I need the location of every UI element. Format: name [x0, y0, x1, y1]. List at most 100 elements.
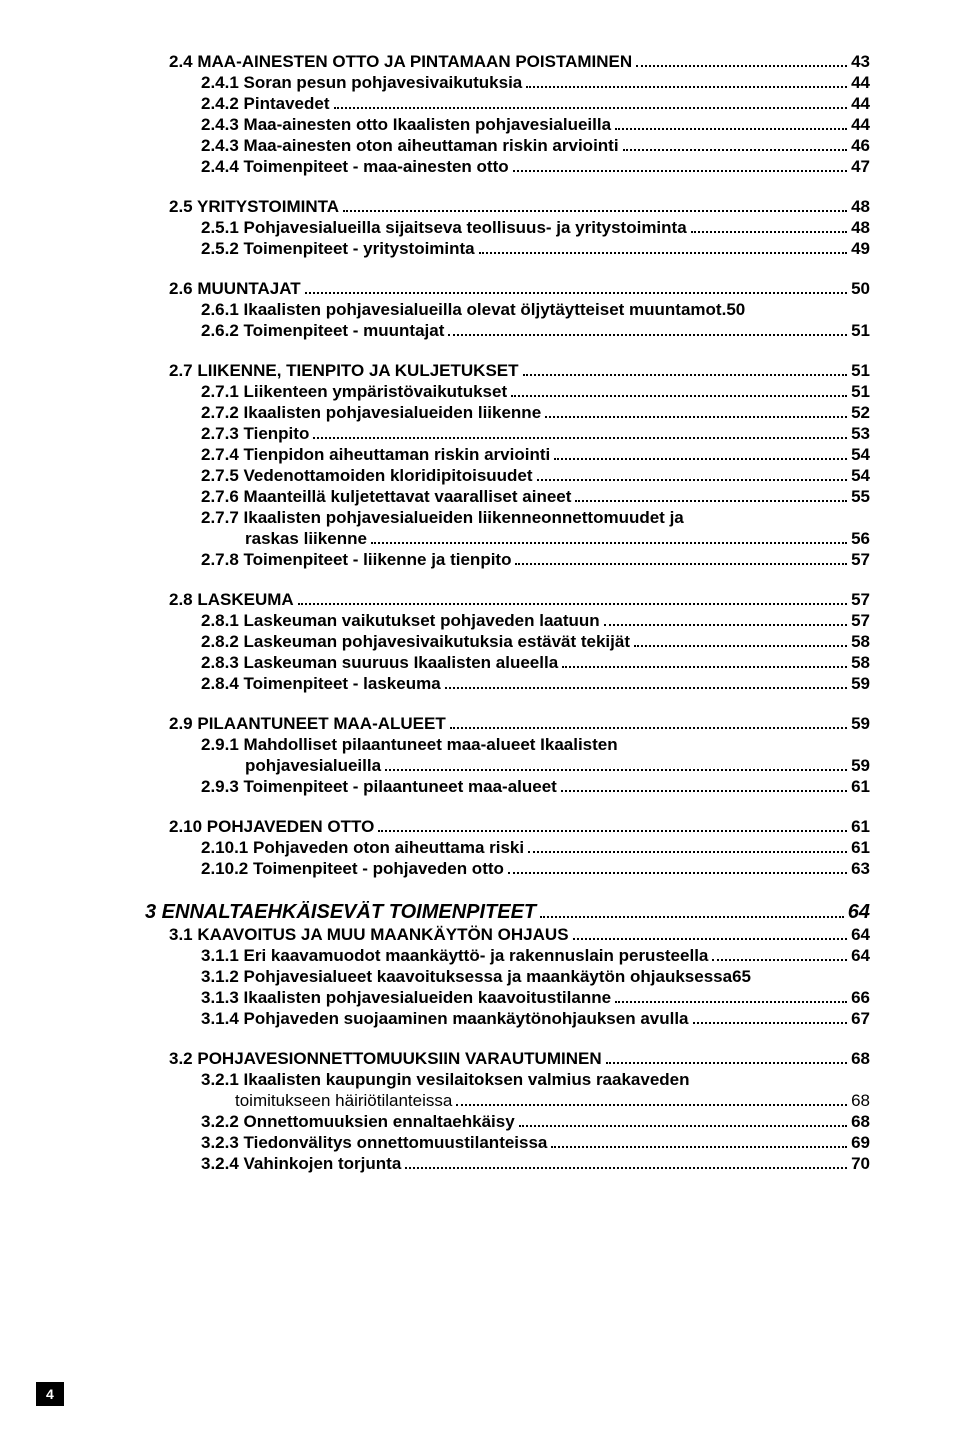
toc-leader-dots [528, 841, 847, 853]
toc-page-number: 53 [851, 424, 870, 444]
toc-label: 2.9 PILAANTUNEET MAA-ALUEET [169, 714, 446, 734]
toc-page-number: 54 [851, 466, 870, 486]
toc-label: 2.6.1 Ikaalisten pohjavesialueilla oleva… [201, 300, 726, 320]
toc-leader-dots [511, 385, 847, 397]
toc-entry-continuation: toimitukseen häiriötilanteissa 68 [145, 1091, 870, 1111]
toc-entry: 2.6.2 Toimenpiteet - muuntajat 51 [145, 321, 870, 341]
toc-page-number: 61 [851, 777, 870, 797]
toc-leader-dots [554, 448, 847, 460]
toc-entry: 3.1.2 Pohjavesialueet kaavoituksessa ja … [145, 967, 870, 987]
toc-label: 2.4.3 Maa-ainesten otto Ikaalisten pohja… [201, 115, 611, 135]
toc-label: 2.4.4 Toimenpiteet - maa-ainesten otto [201, 157, 509, 177]
toc-entry: 2.7.8 Toimenpiteet - liikenne ja tienpit… [145, 550, 870, 570]
toc-page-number: 59 [851, 674, 870, 694]
toc-entry: 2.7.2 Ikaalisten pohjavesialueiden liike… [145, 403, 870, 423]
toc-leader-dots [634, 635, 847, 647]
toc-page-number: 58 [851, 632, 870, 652]
toc-leader-dots [615, 991, 847, 1003]
toc-label: 3.1.1 Eri kaavamuodot maankäyttö- ja rak… [201, 946, 708, 966]
toc-entry: 3.2.4 Vahinkojen torjunta 70 [145, 1154, 870, 1174]
toc-page-number: 44 [851, 94, 870, 114]
toc-leader-dots [540, 904, 844, 918]
toc-page-number: 68 [851, 1091, 870, 1111]
toc-entry: 2.7.1 Liikenteen ympäristövaikutukset 51 [145, 382, 870, 402]
toc-leader-dots [562, 656, 847, 668]
toc-label: 2.10.2 Toimenpiteet - pohjaveden otto [201, 859, 504, 879]
toc-leader-dots [712, 949, 847, 961]
toc-label: 2.7.4 Tienpidon aiheuttaman riskin arvio… [201, 445, 550, 465]
toc-leader-dots [298, 593, 847, 605]
toc-page-number: 51 [851, 321, 870, 341]
toc-entry: 3.1.4 Pohjaveden suojaaminen maankäytöno… [145, 1009, 870, 1029]
toc-section: 2.7 LIIKENNE, TIENPITO JA KULJETUKSET 51 [145, 361, 870, 381]
toc-label: 2.9.1 Mahdolliset pilaantuneet maa-aluee… [201, 735, 618, 755]
toc-page-number: 68 [851, 1112, 870, 1132]
toc-label: 2.6 MUUNTAJAT [169, 279, 301, 299]
toc-page-number: 64 [851, 946, 870, 966]
toc-leader-dots [371, 532, 847, 544]
toc-label: 2.8.3 Laskeuman suuruus Ikaalisten aluee… [201, 653, 558, 673]
toc-label: 2.7.2 Ikaalisten pohjavesialueiden liike… [201, 403, 541, 423]
toc-entry: 3.2.1 Ikaalisten kaupungin vesilaitoksen… [145, 1070, 870, 1090]
page: 2.4 MAA-AINESTEN OTTO JA PINTAMAAN POIST… [0, 0, 960, 1442]
toc-page-number: 70 [851, 1154, 870, 1174]
toc-page-number: 54 [851, 445, 870, 465]
toc-leader-dots [615, 118, 847, 130]
toc-label: 2.10.1 Pohjaveden oton aiheuttama riski [201, 838, 524, 858]
toc-page-number: 51 [851, 361, 870, 381]
toc-leader-dots [305, 282, 847, 294]
toc-leader-dots [385, 759, 847, 771]
toc-page-number: 44 [851, 73, 870, 93]
toc-leader-dots [405, 1157, 847, 1169]
toc-entry: 2.9.1 Mahdolliset pilaantuneet maa-aluee… [145, 735, 870, 755]
toc-entry: 2.7.3 Tienpito 53 [145, 424, 870, 444]
toc-label: 2.4.2 Pintavedet [201, 94, 330, 114]
toc-chapter: 3 ENNALTAEHKÄISEVÄT TOIMENPITEET 64 [145, 901, 870, 924]
toc-label: 3.2.3 Tiedonvälitys onnettomuustilanteis… [201, 1133, 547, 1153]
toc-section: 2.4 MAA-AINESTEN OTTO JA PINTAMAAN POIST… [145, 52, 870, 72]
toc-entry: 3.1.1 Eri kaavamuodot maankäyttö- ja rak… [145, 946, 870, 966]
toc-entry: 2.4.3 Maa-ainesten oton aiheuttaman risk… [145, 136, 870, 156]
toc-label: 2.4.3 Maa-ainesten oton aiheuttaman risk… [201, 136, 619, 156]
toc-page-number: 61 [851, 817, 870, 837]
toc-page-number: 44 [851, 115, 870, 135]
toc-label: 2.8.4 Toimenpiteet - laskeuma [201, 674, 441, 694]
toc-leader-dots [691, 221, 847, 233]
toc-entry-continuation: raskas liikenne 56 [145, 529, 870, 549]
toc-label: 2.5.1 Pohjavesialueilla sijaitseva teoll… [201, 218, 687, 238]
toc-leader-dots [623, 139, 848, 151]
toc-page-number: 52 [851, 403, 870, 423]
toc-leader-dots [334, 97, 848, 109]
toc-page-number: 50 [851, 279, 870, 299]
toc-page-number: 47 [851, 157, 870, 177]
toc-label: 2.5 YRITYSTOIMINTA [169, 197, 339, 217]
toc-page-number: 50 [726, 300, 745, 320]
toc-label: 3.2.1 Ikaalisten kaupungin vesilaitoksen… [201, 1070, 690, 1090]
toc-page-number: 49 [851, 239, 870, 259]
toc-entry: 2.8.2 Laskeuman pohjavesivaikutuksia est… [145, 632, 870, 652]
toc-entry: 2.4.4 Toimenpiteet - maa-ainesten otto 4… [145, 157, 870, 177]
toc-page-number: 46 [851, 136, 870, 156]
toc-leader-dots [575, 490, 847, 502]
toc-label: raskas liikenne [245, 529, 367, 549]
toc-leader-dots [519, 1115, 847, 1127]
toc-page-number: 68 [851, 1049, 870, 1069]
toc-leader-dots [545, 406, 847, 418]
toc-entry: 2.7.5 Vedenottamoiden kloridipitoisuudet… [145, 466, 870, 486]
toc-section: 2.5 YRITYSTOIMINTA 48 [145, 197, 870, 217]
toc-section: 2.6 MUUNTAJAT 50 [145, 279, 870, 299]
toc-page-number: 64 [848, 901, 870, 924]
toc-entry: 2.8.1 Laskeuman vaikutukset pohjaveden l… [145, 611, 870, 631]
toc-entry: 2.10.2 Toimenpiteet - pohjaveden otto 63 [145, 859, 870, 879]
toc-label: 3.2.2 Onnettomuuksien ennaltaehkäisy [201, 1112, 515, 1132]
toc-page-number: 65 [732, 967, 751, 987]
toc-label: 2.8 LASKEUMA [169, 590, 294, 610]
toc-page-number: 59 [851, 714, 870, 734]
toc-leader-dots [526, 76, 847, 88]
toc-label: 2.7.7 Ikaalisten pohjavesialueiden liike… [201, 508, 684, 528]
toc-section: 2.8 LASKEUMA 57 [145, 590, 870, 610]
toc-entry: 2.4.2 Pintavedet 44 [145, 94, 870, 114]
toc-label: 3.2 POHJAVESIONNETTOMUUKSIIN VARAUTUMINE… [169, 1049, 602, 1069]
toc-label: 2.5.2 Toimenpiteet - yritystoiminta [201, 239, 475, 259]
toc-page-number: 59 [851, 756, 870, 776]
